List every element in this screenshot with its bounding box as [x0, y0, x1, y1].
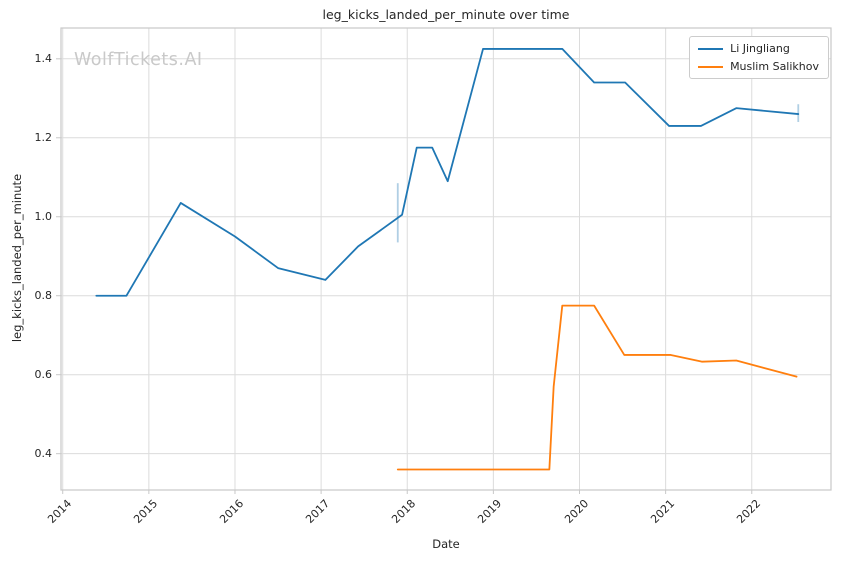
y-tick-label: 1.2: [34, 130, 53, 144]
y-tick-label: 1.4: [34, 51, 53, 65]
series-line-li-jingliang: [95, 48, 800, 297]
x-axis-label: Date: [432, 537, 460, 551]
watermark: WolfTickets.AI: [74, 50, 203, 70]
plot-border: [60, 27, 832, 491]
legend: Li Jingliang Muslim Salikhov: [689, 36, 829, 79]
y-tick-label: 0.4: [34, 446, 53, 460]
chart-title: leg_kicks_landed_per_minute over time: [322, 7, 570, 22]
series-line-muslim-salikhov: [396, 304, 798, 471]
y-tick-label: 1.0: [34, 209, 53, 223]
legend-label: Muslim Salikhov: [730, 60, 819, 73]
legend-line-sample-orange: [698, 65, 724, 68]
legend-item-li-jingliang: Li Jingliang: [698, 42, 819, 55]
y-tick-label: 0.6: [34, 367, 53, 381]
legend-line-sample-blue: [698, 47, 724, 50]
y-tick-label: 0.8: [34, 288, 53, 302]
legend-item-muslim-salikhov: Muslim Salikhov: [698, 60, 819, 73]
legend-label: Li Jingliang: [730, 42, 790, 55]
